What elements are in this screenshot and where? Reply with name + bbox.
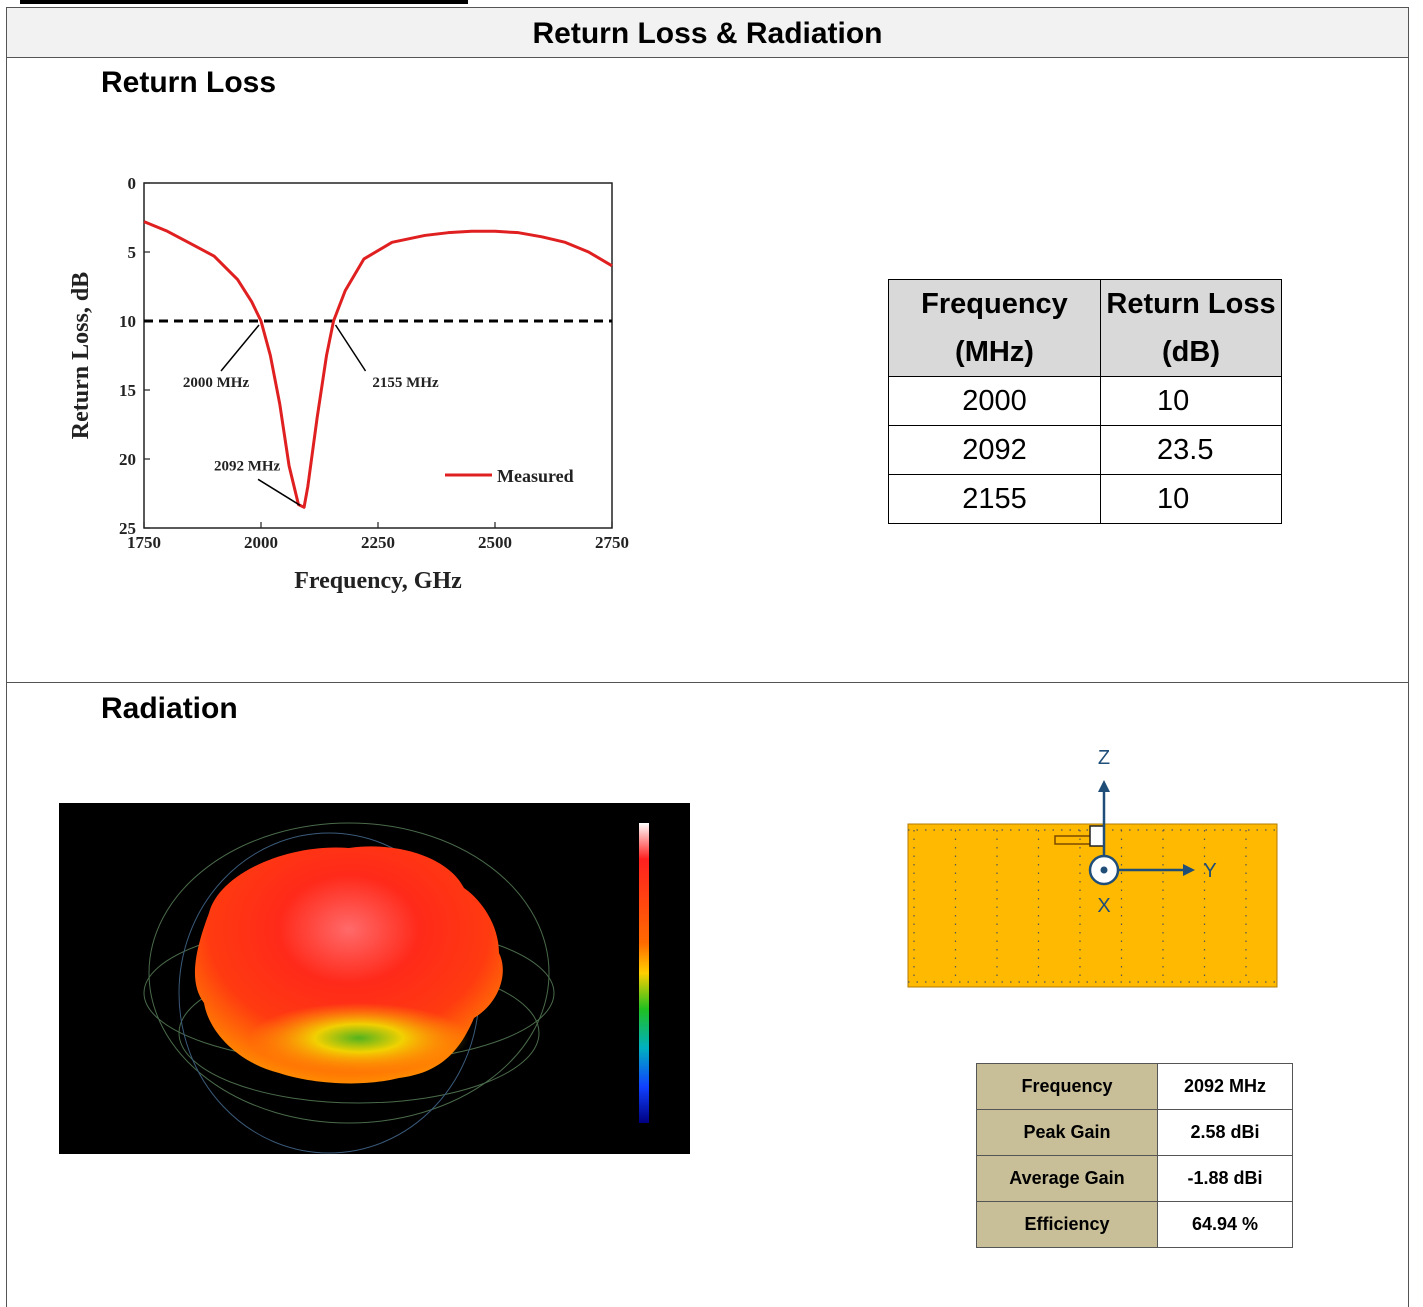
- return-loss-chart: 1750 2000 2250 2500 2750 0 5 10 15 20 25 Frequency,…: [68, 174, 629, 594]
- page-title: Return Loss & Radiation: [7, 8, 1408, 58]
- y-tick-label: 20: [119, 450, 136, 469]
- gain-label-average: Average Gain: [976, 1155, 1158, 1202]
- gain-label-frequency: Frequency: [976, 1063, 1158, 1110]
- y-tick-label: 15: [119, 381, 136, 400]
- rl-cell-return-loss: 10: [1100, 376, 1282, 426]
- rl-header-frequency: Frequency (MHz): [888, 279, 1101, 377]
- rl-cell-frequency: 2000: [888, 376, 1101, 426]
- z-axis-label: Z: [1098, 747, 1110, 769]
- rl-cell-frequency: 2155: [888, 474, 1101, 524]
- gain-label-peak: Peak Gain: [976, 1109, 1158, 1156]
- annotation-arrow: [334, 324, 367, 372]
- gain-table: Frequency 2092 MHz Peak Gain 2.58 dBi Av…: [976, 1063, 1293, 1248]
- x-tick-label: 2500: [478, 533, 512, 552]
- annotation-arrow: [257, 478, 301, 506]
- y-axis-arrowhead: [1183, 864, 1195, 876]
- rl-cell-return-loss: 23.5: [1100, 425, 1282, 475]
- table-row: Efficiency 64.94 %: [976, 1201, 1293, 1248]
- rl-header-frequency-line1: Frequency: [921, 288, 1068, 320]
- series-line-measured: [143, 220, 613, 509]
- antenna-diagram: Z Y X: [907, 747, 1278, 988]
- rl-cell-return-loss: 10: [1100, 474, 1282, 524]
- feed-element: [1089, 825, 1105, 847]
- annotation-label: 2000 MHz: [183, 375, 250, 391]
- antenna-board: [907, 823, 1278, 988]
- legend-label: Measured: [497, 466, 574, 486]
- x-axis-dot: [1100, 866, 1108, 874]
- outer-frame: [6, 7, 1409, 1307]
- gain-value-average: -1.88 dBi: [1157, 1155, 1293, 1202]
- x-axis-label: Frequency, GHz: [294, 568, 462, 594]
- radiation-heading: Radiation: [101, 692, 238, 725]
- z-axis-arrowhead: [1098, 780, 1110, 792]
- rl-header-return-loss-line1: Return Loss: [1106, 288, 1276, 320]
- y-axis-label: Y: [1203, 860, 1216, 882]
- gain-label-efficiency: Efficiency: [976, 1201, 1158, 1248]
- rl-header-frequency-line2: (MHz): [955, 336, 1034, 368]
- annotation-label: 2092 MHz: [214, 458, 281, 474]
- y-tick-label: 10: [119, 312, 136, 331]
- rl-header-return-loss: Return Loss (dB): [1100, 279, 1282, 377]
- return-loss-heading: Return Loss: [101, 66, 277, 99]
- rl-cell-frequency: 2092: [888, 425, 1101, 475]
- x-axis-label: X: [1097, 895, 1110, 917]
- gain-value-frequency: 2092 MHz: [1157, 1063, 1293, 1110]
- y-tick-label: 5: [128, 243, 137, 262]
- x-tick-label: 1750: [127, 533, 161, 552]
- x-tick-label: 2000: [244, 533, 278, 552]
- annotation-arrow: [220, 324, 260, 372]
- table-row: Average Gain -1.88 dBi: [976, 1155, 1293, 1202]
- radiation-pattern-image: [59, 803, 690, 1154]
- table-row: Frequency 2092 MHz: [976, 1063, 1293, 1110]
- gain-value-peak: 2.58 dBi: [1157, 1109, 1293, 1156]
- return-loss-table: Frequency (MHz) Return Loss (dB) 2000 10…: [888, 279, 1282, 524]
- y-axis-label: Return Loss, dB: [68, 272, 94, 439]
- top-rule: [20, 0, 468, 4]
- table-row: 2155 10: [888, 474, 1282, 524]
- gain-value-efficiency: 64.94 %: [1157, 1201, 1293, 1248]
- table-row: Peak Gain 2.58 dBi: [976, 1109, 1293, 1156]
- radiation-pattern-graphic: [143, 822, 649, 1154]
- table-row: 2000 10: [888, 376, 1282, 426]
- table-row: 2092 23.5: [888, 425, 1282, 475]
- section-divider: [7, 682, 1408, 683]
- annotation-label: 2155 MHz: [372, 375, 439, 391]
- x-tick-label: 2250: [361, 533, 395, 552]
- y-tick-label: 25: [119, 519, 136, 538]
- rl-table-header-row: Frequency (MHz) Return Loss (dB): [888, 279, 1282, 377]
- y-tick-label: 0: [128, 174, 137, 193]
- rl-header-return-loss-line2: (dB): [1162, 336, 1220, 368]
- x-tick-label: 2750: [595, 533, 629, 552]
